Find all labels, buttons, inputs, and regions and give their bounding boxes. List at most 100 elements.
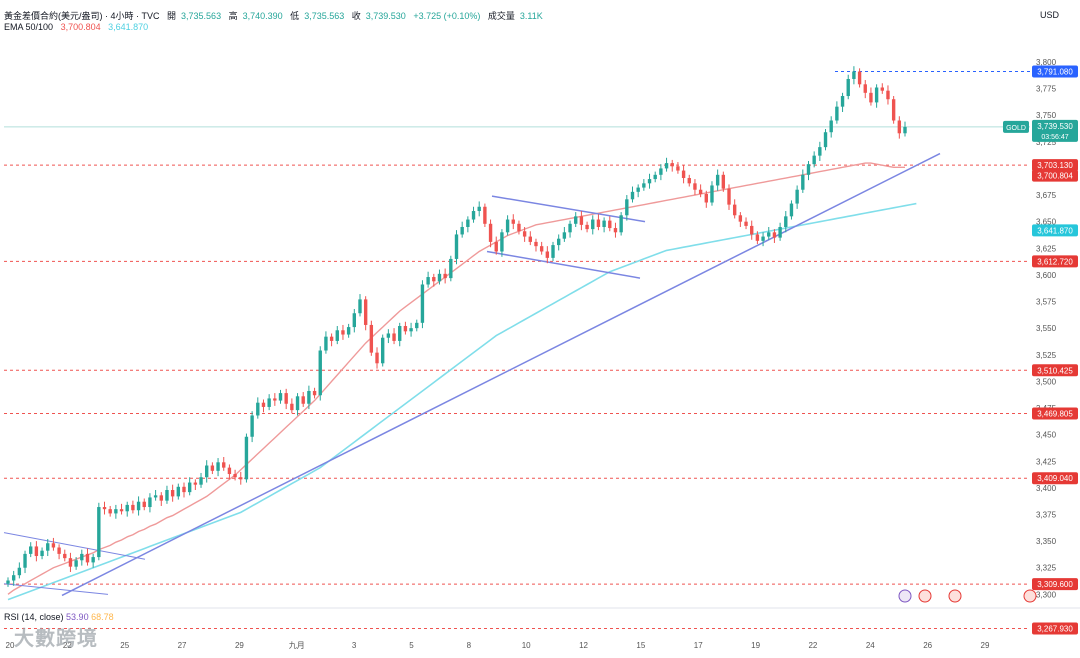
y-tick-label: 3,325 — [1036, 564, 1057, 573]
rsi-value-2: 68.78 — [91, 612, 114, 622]
candle-body — [80, 553, 84, 561]
candle-body — [409, 328, 413, 332]
candle-body — [329, 336, 334, 341]
candle-body — [17, 567, 22, 576]
candle-body — [704, 193, 708, 203]
candle-body — [233, 474, 237, 478]
gold-price-label: 3,739.530 — [1037, 122, 1073, 131]
candle-body — [710, 185, 714, 203]
candle-body — [676, 166, 680, 171]
high-value: 3,740.390 — [242, 11, 283, 21]
candle-body — [880, 87, 884, 91]
candle-body — [539, 246, 544, 252]
candle-body — [846, 78, 850, 97]
candle-body — [653, 174, 657, 180]
level-tag-label: 3,703.130 — [1037, 161, 1073, 170]
ema-legend[interactable]: EMA 50/100 3,700.804 3,641.870 — [4, 22, 153, 32]
candle-body — [256, 402, 260, 416]
y-tick-label: 3,600 — [1036, 271, 1057, 280]
channel-lower-left — [3, 583, 109, 595]
candle-body — [108, 509, 112, 514]
ema50-line — [7, 162, 905, 595]
candle-body — [664, 163, 669, 169]
candle-body — [602, 220, 606, 227]
candle-body — [29, 546, 33, 554]
y-tick-label: 3,500 — [1036, 377, 1057, 386]
candle-body — [136, 501, 141, 511]
candle-body — [341, 330, 345, 335]
candle-body — [398, 326, 402, 341]
candle-body — [835, 106, 839, 121]
close-value: 3,739.530 — [365, 11, 406, 21]
x-tick-label: 29 — [981, 641, 990, 650]
low-value: 3,735.563 — [304, 11, 345, 21]
candle-body — [647, 179, 652, 184]
ema50-tag — [1032, 169, 1078, 182]
candle-body — [278, 393, 283, 401]
candle-body — [517, 223, 521, 232]
candle-body — [874, 87, 879, 103]
candle-body — [591, 219, 595, 230]
candle-body — [613, 228, 618, 233]
event-icon — [1023, 589, 1037, 603]
candle-body — [579, 216, 584, 225]
candle-body — [295, 396, 300, 411]
candle-body — [176, 486, 181, 497]
candle-body — [449, 258, 453, 279]
ema50-value: 3,700.804 — [60, 22, 101, 32]
currency-label[interactable]: USD — [1040, 10, 1060, 20]
level-tag-label: 3,791.080 — [1037, 67, 1073, 76]
candle-body — [273, 398, 277, 401]
candle-body — [511, 219, 515, 224]
gold-symbol-label: GOLD — [1006, 125, 1026, 132]
candle-body — [545, 251, 550, 258]
candle-body — [267, 398, 271, 407]
candle-body — [562, 232, 567, 239]
candle-body — [318, 350, 322, 396]
ema-label: EMA 50/100 — [4, 22, 54, 32]
candle-body — [670, 163, 674, 167]
level-tag — [1032, 65, 1078, 78]
candle-body — [403, 326, 408, 332]
candle-body — [551, 245, 555, 258]
rsi-value-1: 53.90 — [66, 612, 89, 622]
change-value: +3.725 (+0.10%) — [413, 11, 481, 21]
candle-body — [698, 189, 703, 194]
candle-body — [148, 497, 152, 508]
rsi-legend[interactable]: RSI (14, close) 53.90 68.78 — [4, 612, 114, 622]
y-tick-label: 3,750 — [1036, 111, 1057, 120]
high-label: 高 — [228, 11, 238, 21]
candle-body — [789, 203, 794, 217]
candle-body — [772, 232, 777, 238]
candle-body — [432, 277, 436, 282]
candle-body — [97, 507, 101, 558]
candle-body — [312, 390, 317, 396]
candle-body — [352, 313, 357, 328]
candle-body — [239, 477, 243, 480]
candle-body — [187, 482, 192, 493]
candle-body — [471, 211, 476, 220]
candle-body — [778, 226, 782, 238]
x-tick-label: 10 — [522, 641, 531, 650]
event-icon — [898, 589, 912, 603]
candle-body — [6, 580, 10, 584]
level-tag-label: 3,469.805 — [1037, 410, 1073, 419]
candle-body — [659, 168, 663, 175]
candle-body — [784, 216, 788, 227]
candle-body — [346, 327, 351, 335]
candle-body — [131, 504, 135, 511]
candle-body — [823, 132, 828, 148]
candle-body — [159, 495, 163, 501]
candle-body — [216, 462, 220, 471]
candle-body — [222, 462, 226, 468]
instrument-title[interactable]: 黃金差價合約(美元/盎司) · 4小時 · TVC — [4, 11, 160, 21]
candle-body — [574, 216, 578, 224]
level-tag — [1032, 622, 1078, 635]
candle-body — [630, 191, 635, 200]
candle-body — [392, 333, 396, 341]
rsi-label: RSI (14, close) — [4, 612, 64, 622]
candle-body — [426, 277, 430, 285]
candle-body — [227, 467, 232, 475]
